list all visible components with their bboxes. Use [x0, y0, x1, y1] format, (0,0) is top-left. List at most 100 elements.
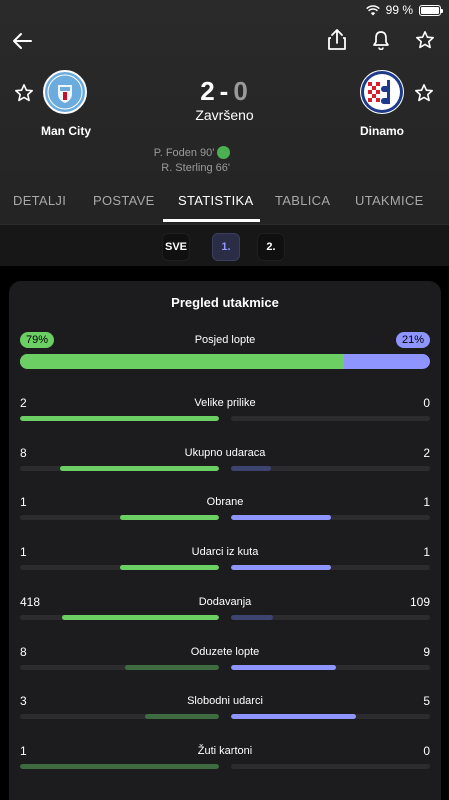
home-stat-fill: [61, 614, 219, 620]
match-tabs: DETALJI POSTAVE STATISTIKA TABLICA UTAKM…: [0, 186, 449, 222]
away-possession-pill: 21%: [395, 332, 430, 348]
away-stat-fill: [231, 614, 273, 620]
score-separator: -: [219, 76, 230, 106]
home-stat-value: 8: [20, 644, 27, 659]
home-stat-value: 1: [20, 545, 27, 560]
tab-table[interactable]: TABLICA: [275, 193, 331, 208]
home-stat-track: [20, 416, 219, 421]
away-stat-track: [231, 565, 430, 571]
home-stat-track: [20, 614, 219, 620]
home-stat-track: [20, 664, 219, 670]
battery-percent: 99 %: [385, 3, 413, 17]
away-stat-track: [231, 416, 430, 421]
tab-lineups[interactable]: POSTAVE: [93, 193, 155, 208]
manchester-city-crest: [47, 74, 83, 110]
stat-label: Velike prilike: [194, 397, 256, 409]
card-title: Pregled utakmice: [171, 295, 279, 310]
home-score: 2: [200, 76, 216, 106]
goal-scorer: R. Sterling 66': [161, 162, 230, 174]
stat-label: Dodavanja: [198, 595, 252, 608]
away-stat-track: [231, 515, 430, 521]
stat-row: 1 Žuti kartoni 0: [20, 744, 430, 772]
stat-row: 1 Udarci iz kuta 1: [20, 545, 430, 573]
away-stat-fill: [231, 714, 357, 720]
away-stat-track: [231, 664, 430, 670]
home-stat-value: 1: [20, 743, 27, 758]
away-stat-value: 5: [423, 694, 430, 709]
away-stat-fill: [231, 515, 331, 521]
home-stat-value: 418: [20, 594, 41, 609]
home-stat-track: [20, 763, 219, 769]
period-all-button[interactable]: SVE: [162, 233, 190, 261]
arrow-left-icon: [13, 33, 32, 49]
home-stat-fill: [119, 565, 219, 571]
possession-label: Posjed lopte: [194, 334, 256, 346]
possession-row: 79% Posjed lopte 21%: [20, 332, 430, 372]
match-status: Završeno: [195, 107, 254, 123]
home-stat-fill: [125, 664, 219, 670]
away-score: 0: [233, 76, 249, 106]
favorite-home-team-button[interactable]: [10, 79, 38, 107]
home-stat-fill: [20, 763, 219, 769]
stat-label: Udarci iz kuta: [191, 546, 259, 559]
stat-row: 8 Ukupno udaraca 2: [20, 446, 430, 474]
period-first-half-button[interactable]: 1.: [212, 233, 240, 261]
active-tab-indicator: [163, 219, 260, 222]
away-stat-value: 9: [423, 644, 430, 659]
away-team-name[interactable]: Dinamo: [359, 124, 404, 138]
share-icon: [328, 29, 346, 50]
period-selector: SVE 1. 2.: [0, 224, 449, 266]
home-team-name[interactable]: Man City: [40, 124, 91, 138]
favorite-away-team-button[interactable]: [410, 79, 438, 107]
home-stat-value: 3: [20, 694, 27, 709]
stat-label: Slobodni udarci: [187, 695, 263, 708]
home-stat-fill: [119, 515, 219, 521]
stat-row: 8 Oduzete lopte 9: [20, 645, 430, 673]
tab-details[interactable]: DETALJI: [13, 193, 67, 208]
back-button[interactable]: [8, 27, 36, 55]
home-stat-value: 1: [20, 495, 27, 510]
match-score: 2-0: [0, 76, 449, 107]
battery-icon: [419, 4, 443, 16]
tab-statistics[interactable]: STATISTIKA: [178, 193, 254, 208]
away-stat-track: [231, 465, 430, 471]
home-possession-pill: 79%: [20, 332, 55, 348]
away-stat-track: [231, 763, 430, 769]
tab-matches[interactable]: UTAKMICE: [355, 193, 424, 208]
stat-row: 418 Dodavanja 109: [20, 595, 430, 623]
away-stat-value: 1: [423, 545, 430, 560]
stat-label: Ukupno udaraca: [184, 446, 266, 459]
home-stat-track: [20, 465, 219, 471]
share-button[interactable]: [323, 26, 351, 54]
stat-row: 2 Velike prilike 0: [20, 396, 430, 424]
goal-scorer: P. Foden 90' +5: [153, 147, 230, 159]
away-stat-value: 0: [423, 743, 430, 758]
stat-label: Obrane: [206, 496, 244, 509]
home-team-logo[interactable]: [43, 70, 87, 114]
home-stat-track: [20, 714, 219, 720]
away-stat-fill: [231, 565, 331, 571]
bell-icon: [373, 31, 389, 50]
goal-scorers: P. Foden 90' +5 R. Sterling 66': [100, 146, 230, 176]
home-stat-track: [20, 565, 219, 571]
away-stat-track: [231, 614, 430, 620]
favorite-match-button[interactable]: [411, 26, 439, 54]
football-icon: [217, 146, 230, 159]
stat-label: Oduzete lopte: [190, 645, 260, 658]
home-possession-fill: [20, 354, 344, 369]
star-outline-icon: [415, 84, 433, 102]
home-stat-fill: [20, 416, 219, 421]
battery-level: [421, 6, 439, 14]
dinamo-zagreb-crest: [361, 71, 403, 113]
stat-label: Žuti kartoni: [197, 744, 253, 757]
possession-bar: [20, 354, 430, 369]
stat-row: 1 Obrane 1: [20, 495, 430, 523]
away-stat-value: 1: [423, 495, 430, 510]
star-outline-icon: [15, 84, 33, 102]
wifi-icon: [365, 4, 380, 15]
away-team-logo[interactable]: [360, 70, 404, 114]
notifications-button[interactable]: [367, 26, 395, 54]
period-second-half-button[interactable]: 2.: [257, 233, 285, 261]
home-stat-value: 2: [20, 396, 27, 410]
match-overview-card: Pregled utakmice 79% Posjed lopte 21% 2 V…: [9, 281, 441, 800]
